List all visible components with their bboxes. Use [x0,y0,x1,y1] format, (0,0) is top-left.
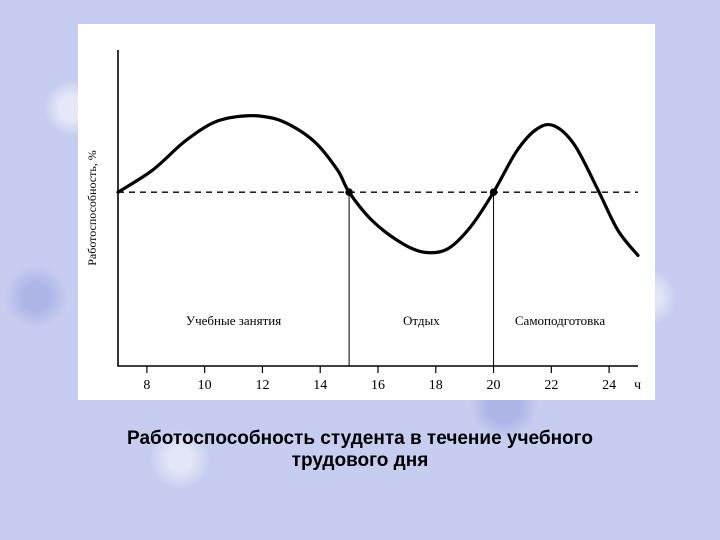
region-label: Учебные занятия [186,313,281,328]
x-tick-label: 10 [198,378,212,393]
x-tick-label: 18 [429,378,443,393]
y-axis-label: Работоспособность, % [85,150,99,266]
x-tick-label: 8 [143,378,150,393]
crossing-marker [345,188,353,196]
x-tick-label: 20 [487,378,501,393]
x-tick-label: 12 [255,378,269,393]
region-label: Отдых [403,313,440,328]
caption-line-2: трудового дня [0,450,720,472]
chart-panel: Работоспособность, % 8 10 12 14 16 18 20 22 24 ч Уч… [78,24,655,400]
crossing-marker [490,188,498,196]
slide: Работоспособность, % 8 10 12 14 16 18 20 22 24 ч Уч… [0,0,720,540]
x-tick-label: 24 [602,378,616,393]
performance-chart: Работоспособность, % 8 10 12 14 16 18 20 22 24 ч Уч… [78,24,655,400]
x-tick-label: 22 [544,378,558,393]
region-label: Самоподготовка [515,313,605,328]
x-tick-label: 16 [371,378,385,393]
performance-curve [118,116,638,256]
x-axis-label: ч [634,378,641,393]
chart-caption: Работоспособность студента в течение уче… [0,428,720,472]
caption-line-1: Работоспособность студента в течение уче… [0,428,720,450]
x-tick-label: 14 [313,378,327,393]
